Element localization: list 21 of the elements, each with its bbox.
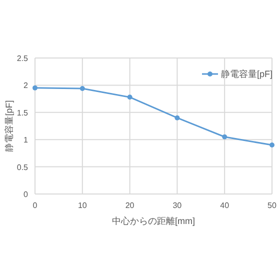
- point: [174, 115, 180, 120]
- point: [127, 94, 132, 100]
- point: [80, 86, 85, 91]
- x-tick-label: 30: [172, 201, 182, 210]
- point: [270, 142, 274, 148]
- point: [32, 85, 38, 90]
- y-tick-label: 0.5: [16, 162, 29, 172]
- x-axis-title: 中心からの距離[mm]: [112, 216, 195, 226]
- x-tick-label: 10: [78, 201, 88, 210]
- x-tick-label: 0: [32, 201, 38, 210]
- y-tick-label: 0: [24, 190, 29, 199]
- x-tick-label: 40: [220, 201, 230, 210]
- y-tick-label: 1.5: [16, 108, 29, 118]
- y-tick-label: 1: [24, 136, 29, 145]
- legend-label: 静電容量[pF]: [221, 69, 273, 79]
- y-tick-label: 2: [24, 81, 29, 90]
- x-tick-label: 20: [125, 201, 135, 210]
- y-tick-label: 2.5: [16, 54, 29, 63]
- x-tick-label: 50: [268, 201, 277, 210]
- y-axis-title: 静電容量[pF]: [4, 100, 14, 152]
- point: [222, 134, 228, 140]
